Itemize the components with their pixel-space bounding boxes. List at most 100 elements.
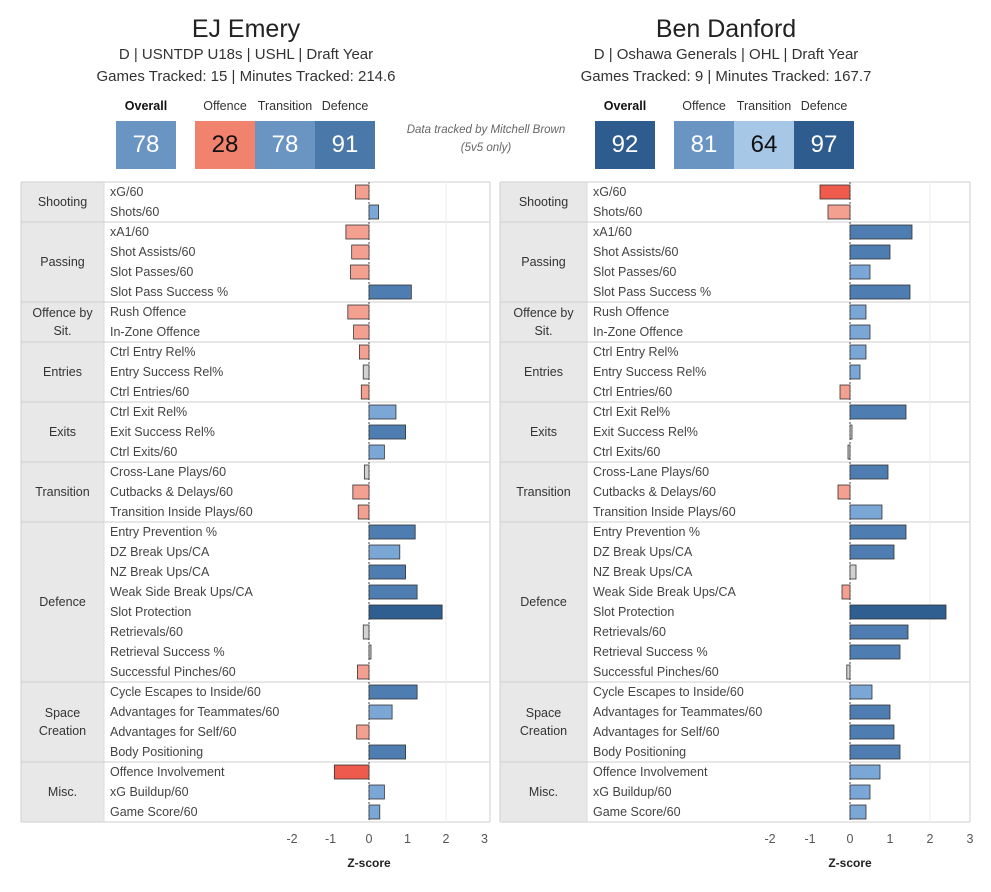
- player2-name: Ben Danford: [655, 15, 797, 43]
- bar-ctrl-exit-rel: [368, 404, 397, 420]
- metric-label: Transition Inside Plays/60: [593, 505, 736, 519]
- bar-xa1-60: [849, 224, 913, 240]
- metric-label: xG Buildup/60: [593, 785, 672, 799]
- category-shooting: Shooting: [21, 182, 104, 222]
- category-passing: Passing: [21, 222, 104, 302]
- bar-entry-prevention: [368, 524, 416, 540]
- bar-shot-assists-60: [351, 244, 370, 260]
- bar-ctrl-exits-60: [368, 444, 385, 460]
- bar-exit-success-rel: [849, 424, 853, 440]
- metric-label: Offence Involvement: [593, 765, 708, 779]
- bar-offence-involvement: [333, 764, 370, 780]
- metric-label: xA1/60: [110, 225, 149, 239]
- metric-label: Body Positioning: [110, 745, 204, 759]
- x-tick-label: 3: [481, 832, 488, 846]
- metric-label: Slot Pass Success %: [110, 285, 229, 299]
- player2-transition-score: 64: [734, 121, 794, 169]
- bar-xg-60: [355, 184, 370, 200]
- player2-defence-label: Defence: [800, 99, 848, 113]
- metric-label: NZ Break Ups/CA: [110, 565, 210, 579]
- bar-entry-prevention: [849, 524, 907, 540]
- category-entries: Entries: [500, 342, 587, 402]
- metric-label: Shot Assists/60: [593, 245, 679, 259]
- metric-label: Game Score/60: [110, 805, 198, 819]
- metric-label: Cycle Escapes to Inside/60: [110, 685, 261, 699]
- metric-label: Retrievals/60: [593, 625, 666, 639]
- metric-label: Advantages for Teammates/60: [593, 705, 763, 719]
- x-tick-label: -2: [764, 832, 775, 846]
- category-transition: Transition: [500, 462, 587, 522]
- note-line2: (5v5 only): [460, 142, 512, 154]
- bar-nz-break-ups-ca: [368, 564, 406, 580]
- bar-advantages-for-self-60: [849, 724, 895, 740]
- category-transition: Transition: [21, 462, 104, 522]
- metric-label: Exit Success Rel%: [110, 425, 215, 439]
- metric-label: Ctrl Exit Rel%: [593, 405, 671, 419]
- metric-label: xG/60: [593, 185, 627, 199]
- player2-transition-label: Transition: [736, 99, 792, 113]
- category-defence: Defence: [500, 522, 587, 682]
- metric-label: Ctrl Exits/60: [110, 445, 178, 459]
- metric-label: In-Zone Offence: [110, 325, 201, 339]
- bar-xa1-60: [345, 224, 370, 240]
- bar-shots-60: [368, 204, 380, 220]
- bar-shots-60: [827, 204, 851, 220]
- category-space-creation: Space Creation: [21, 682, 104, 762]
- metric-label: Ctrl Entry Rel%: [110, 345, 196, 359]
- player1-header: EJ Emery D | USNTDP U18s | USHL | Draft …: [21, 14, 471, 88]
- metric-label: Exit Success Rel%: [593, 425, 698, 439]
- bar-body-positioning: [368, 744, 406, 760]
- player1-overall-score: 78: [116, 121, 176, 169]
- metric-label: DZ Break Ups/CA: [110, 545, 210, 559]
- bar-game-score-60: [849, 804, 867, 820]
- category-misc: Misc.: [500, 762, 587, 822]
- metric-label: Rush Offence: [593, 305, 670, 319]
- data-source-note: Data tracked by Mitchell Brown (5v5 only…: [388, 121, 584, 157]
- player2-overall-label: Overall: [603, 99, 647, 113]
- metric-label: xG/60: [110, 185, 144, 199]
- metric-label: Cross-Lane Plays/60: [110, 465, 227, 479]
- player2-meta-line2: Games Tracked: 9 | Minutes Tracked: 167.…: [580, 68, 872, 85]
- player2-defence-score: 97: [794, 121, 854, 169]
- bar-ctrl-entry-rel: [849, 344, 867, 360]
- bar-retrievals-60: [849, 624, 909, 640]
- player1-meta-line1: D | USNTDP U18s | USHL | Draft Year: [118, 46, 374, 63]
- player1-offence-score: 28: [195, 121, 255, 169]
- metric-label: Ctrl Entries/60: [593, 385, 673, 399]
- bar-cutbacks-delays-60: [352, 484, 370, 500]
- category-misc: Misc.: [21, 762, 104, 822]
- bar-body-positioning: [849, 744, 901, 760]
- metric-label: xG Buildup/60: [110, 785, 189, 799]
- metric-label: Shots/60: [110, 205, 160, 219]
- metric-label: Ctrl Entries/60: [110, 385, 190, 399]
- category-entries: Entries: [21, 342, 104, 402]
- bar-rush-offence: [347, 304, 370, 320]
- player2-meta-line1: D | Oshawa Generals | OHL | Draft Year: [593, 46, 859, 63]
- bar-game-score-60: [368, 804, 381, 820]
- bar-retrievals-60: [362, 624, 370, 640]
- bar-weak-side-break-ups-ca: [841, 584, 851, 600]
- bar-xg-buildup-60: [368, 784, 385, 800]
- metric-label: In-Zone Offence: [593, 325, 684, 339]
- bar-transition-inside-plays-60: [357, 504, 370, 520]
- metric-label: Advantages for Self/60: [110, 725, 237, 739]
- metric-label: Advantages for Teammates/60: [110, 705, 280, 719]
- bar-rush-offence: [849, 304, 867, 320]
- metric-label: Successful Pinches/60: [110, 665, 236, 679]
- bar-dz-break-ups-ca: [368, 544, 401, 560]
- bar-advantages-for-self-60: [356, 724, 370, 740]
- metric-label: NZ Break Ups/CA: [593, 565, 693, 579]
- category-passing: Passing: [500, 222, 587, 302]
- metric-label: xA1/60: [593, 225, 632, 239]
- bar-exit-success-rel: [368, 424, 406, 440]
- bar-entry-success-rel: [362, 364, 370, 380]
- metric-label: Retrievals/60: [110, 625, 183, 639]
- bar-entry-success-rel: [849, 364, 861, 380]
- bar-successful-pinches-60: [846, 664, 851, 680]
- bar-xg-buildup-60: [849, 784, 871, 800]
- bar-slot-protection: [849, 604, 947, 620]
- metric-label: Transition Inside Plays/60: [110, 505, 253, 519]
- bar-ctrl-entries-60: [360, 384, 370, 400]
- player1-defence-score: 91: [315, 121, 375, 169]
- bar-slot-passes-60: [350, 264, 370, 280]
